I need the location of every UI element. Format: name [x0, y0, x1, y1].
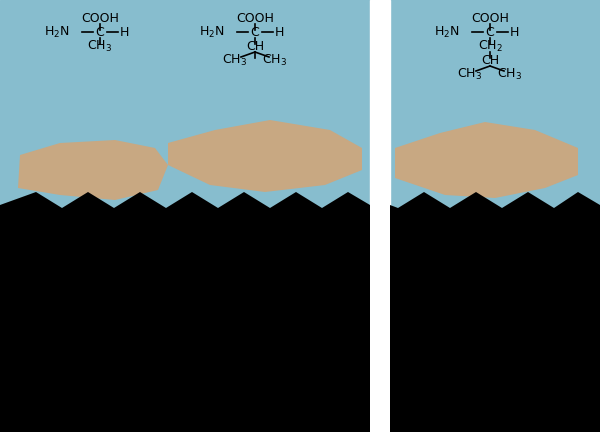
Text: H: H [275, 25, 284, 38]
Text: C: C [95, 25, 104, 38]
Text: CH$_3$: CH$_3$ [223, 52, 248, 67]
Text: C: C [485, 235, 494, 248]
Polygon shape [0, 395, 370, 432]
Text: CH$_2$: CH$_2$ [515, 263, 541, 277]
Text: H$_2$N: H$_2$N [34, 235, 60, 250]
Text: H: H [510, 235, 520, 248]
Text: COOH: COOH [236, 12, 274, 25]
Text: C: C [254, 235, 262, 248]
Text: H$_2$N: H$_2$N [199, 25, 225, 40]
Text: CH$_2$: CH$_2$ [245, 248, 271, 264]
Text: CH: CH [81, 250, 99, 263]
Bar [370, 0, 390, 432]
Polygon shape [390, 395, 600, 432]
Text: C: C [86, 235, 94, 248]
Polygon shape [168, 310, 365, 385]
Polygon shape [18, 140, 168, 200]
Polygon shape [395, 320, 578, 390]
Text: CH$_2$: CH$_2$ [478, 263, 502, 277]
Text: H: H [278, 235, 287, 248]
Text: COOH: COOH [81, 12, 119, 25]
Text: COOH: COOH [471, 222, 509, 235]
Text: CH$_3$: CH$_3$ [497, 67, 523, 82]
Text: CH$_3$: CH$_3$ [262, 52, 287, 67]
Text: H$_2$N: H$_2$N [202, 235, 228, 250]
Text: COOH: COOH [239, 222, 277, 235]
Text: H$_2$N: H$_2$N [434, 235, 460, 250]
Polygon shape [18, 325, 165, 380]
Text: H: H [110, 235, 119, 248]
Text: CH$_3$: CH$_3$ [457, 67, 482, 82]
Text: CH$_3$: CH$_3$ [58, 263, 83, 277]
Text: C: C [251, 25, 259, 38]
Text: C: C [485, 25, 494, 38]
Text: COOH: COOH [471, 12, 509, 25]
Bar [0, 0, 370, 432]
Polygon shape [0, 192, 370, 432]
Text: CH$_2$: CH$_2$ [510, 248, 535, 264]
Text: COOH: COOH [71, 222, 109, 235]
Polygon shape [168, 120, 362, 192]
Text: CH$_3$: CH$_3$ [88, 38, 113, 54]
Text: H: H [120, 25, 130, 38]
Text: H$_2$N: H$_2$N [434, 25, 460, 40]
Bar [390, 0, 600, 432]
Text: CH$_2$: CH$_2$ [478, 38, 502, 54]
Text: CH: CH [481, 54, 499, 67]
Text: H: H [510, 25, 520, 38]
Text: CH: CH [246, 39, 264, 53]
Text: CH$_2$CH$_3$: CH$_2$CH$_3$ [91, 263, 140, 277]
Polygon shape [390, 192, 600, 432]
Text: H$_2$N: H$_2$N [44, 25, 70, 40]
Polygon shape [395, 122, 578, 198]
